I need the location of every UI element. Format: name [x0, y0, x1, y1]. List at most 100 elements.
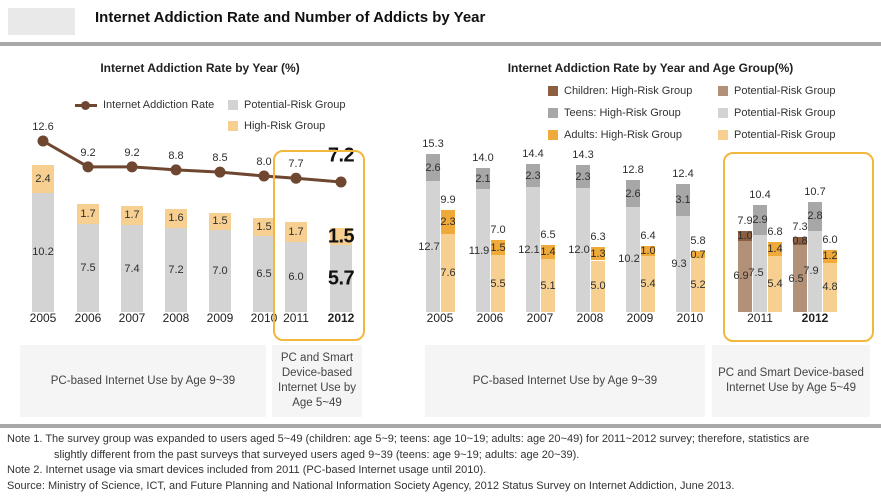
legend-item-children-potential: Potential-Risk Group: [718, 85, 836, 97]
legend-label: Children: High-Risk Group: [564, 85, 693, 97]
value-label-teens-potential: 7.9: [803, 265, 819, 278]
line-dot: [258, 170, 270, 182]
value-label-teens-potential: 7.5: [748, 267, 764, 280]
bar-segment-children-potential: [793, 245, 807, 312]
total-label-teens: 14.4: [522, 147, 544, 160]
value-label-teens-high: 2.8: [807, 210, 823, 223]
x-axis-year-label: 2010: [676, 311, 704, 325]
bar-segment-teens-high: [426, 154, 440, 182]
value-label-teens-high: 2.3: [575, 170, 591, 183]
bar-segment-adults-potential: [541, 259, 555, 312]
bar-segment-adults-high: [541, 245, 555, 260]
legend-label: Internet Addiction Rate: [103, 99, 215, 111]
line-dot: [126, 161, 138, 173]
value-label-adults-high: 2.3: [440, 215, 456, 228]
value-label-teens-high: 3.1: [675, 194, 691, 207]
value-label-children-potential: 6.9: [733, 270, 749, 283]
value-label-potential-risk: 7.0: [212, 265, 228, 278]
light-gray-square-icon: [718, 108, 728, 118]
bar-segment-potential-risk: [32, 192, 54, 312]
bar-segment-children-potential: [738, 240, 752, 312]
value-label-high-risk: 1.5: [256, 221, 272, 234]
value-label-teens-potential: 10.2: [618, 253, 640, 266]
highlight-box-right: [723, 152, 874, 342]
value-label-potential-risk: 6.0: [288, 270, 304, 283]
bar-segment-teens-potential: [626, 206, 640, 312]
value-label-teens-potential: 12.0: [568, 244, 590, 257]
bar-segment-adults-potential: [491, 255, 505, 312]
tan-brown-square-icon: [718, 86, 728, 96]
bar-segment-high-risk: [330, 227, 352, 246]
value-label-potential-risk: 7.2: [168, 263, 184, 276]
legend-item-potential-risk: Potential-Risk Group: [228, 99, 346, 111]
value-label-adults-high: 1.3: [590, 247, 606, 260]
x-axis-year-label: 2008: [576, 311, 604, 325]
total-label-adults: 5.8: [690, 235, 706, 248]
bar-segment-adults-high: [641, 246, 655, 257]
value-label-adults-potential: 5.2: [690, 279, 706, 292]
line-dot: [82, 161, 94, 173]
bar-segment-teens-potential: [476, 189, 490, 312]
x-axis-year-label: 2006: [74, 311, 102, 325]
page-title: Internet Addiction Rate and Number of Ad…: [95, 9, 486, 26]
value-label-addiction-rate: 8.8: [168, 149, 184, 162]
value-label-children-high: 0.8: [792, 234, 808, 247]
value-label-teens-potential: 11.9: [468, 244, 490, 257]
value-label-addiction-rate: 9.2: [124, 146, 140, 159]
line-dot: [170, 164, 182, 176]
value-label-adults-potential: 7.6: [440, 266, 456, 279]
bar-segment-teens-potential: [576, 188, 590, 312]
bar-segment-children-high: [793, 236, 807, 246]
note-2: Note 2. Internet usage via smart devices…: [7, 464, 487, 476]
dark-gray-square-icon: [548, 108, 558, 118]
legend-item-teens-potential: Potential-Risk Group: [718, 107, 836, 119]
total-label-children: 7.9: [737, 214, 753, 227]
left-footer-box-smart: PC and Smart Device-based Internet Use b…: [272, 345, 362, 417]
x-axis-year-label: 2012: [801, 311, 829, 325]
bar-segment-teens-high: [576, 164, 590, 189]
bar-segment-teens-potential: [426, 181, 440, 312]
bar-segment-adults-high: [591, 247, 605, 261]
legend-label: Potential-Risk Group: [734, 85, 836, 97]
value-label-high-risk: 2.4: [35, 172, 51, 185]
x-axis-year-label: 2005: [426, 311, 454, 325]
bar-segment-teens-potential: [526, 187, 540, 312]
value-label-adults-high: 1.5: [490, 241, 506, 254]
bar-segment-high-risk: [209, 212, 231, 231]
legend-label: Teens: High-Risk Group: [564, 107, 681, 119]
value-label-adults-high: 1.4: [767, 243, 783, 256]
legend-item-addiction-rate: Internet Addiction Rate: [75, 99, 214, 111]
total-label-teens: 15.3: [422, 138, 444, 151]
line-dot: [214, 166, 226, 178]
bar-segment-teens-high: [476, 167, 490, 190]
value-label-teens-high: 2.3: [525, 169, 541, 182]
x-axis-year-label: 2009: [206, 311, 234, 325]
bar-segment-potential-risk: [77, 224, 99, 312]
right-footer-box-pc: PC-based Internet Use by Age 9~39: [425, 345, 705, 417]
bar-segment-potential-risk: [253, 235, 275, 312]
bar-segment-teens-high: [526, 163, 540, 188]
highlight-box-left: [273, 150, 365, 341]
right-footer-box-smart: PC and Smart Device-based Internet Use b…: [712, 345, 870, 417]
value-label-adults-high: 1.2: [822, 250, 838, 263]
bar-segment-high-risk: [285, 221, 307, 242]
bar-segment-teens-high: [626, 180, 640, 207]
line-dot: [37, 135, 49, 147]
total-label-adults: 6.8: [767, 225, 783, 238]
bar-segment-adults-high: [441, 210, 455, 234]
bar-segment-high-risk: [32, 164, 54, 193]
total-label-teens: 12.8: [622, 164, 644, 177]
x-axis-year-label: 2011: [747, 311, 773, 325]
value-label-teens-high: 2.6: [425, 161, 441, 174]
value-label-adults-high: 0.7: [690, 248, 706, 261]
addiction-rate-line: [37, 135, 347, 188]
orange-square-icon: [548, 130, 558, 140]
bar-segment-teens-potential: [808, 230, 822, 312]
bar-segment-adults-potential: [691, 258, 705, 312]
value-label-adults-potential: 5.4: [640, 278, 656, 291]
total-label-adults: 7.0: [490, 223, 506, 236]
total-label-teens: 10.4: [749, 188, 771, 201]
legend-label: High-Risk Group: [244, 120, 326, 132]
bar-segment-teens-high: [808, 201, 822, 231]
